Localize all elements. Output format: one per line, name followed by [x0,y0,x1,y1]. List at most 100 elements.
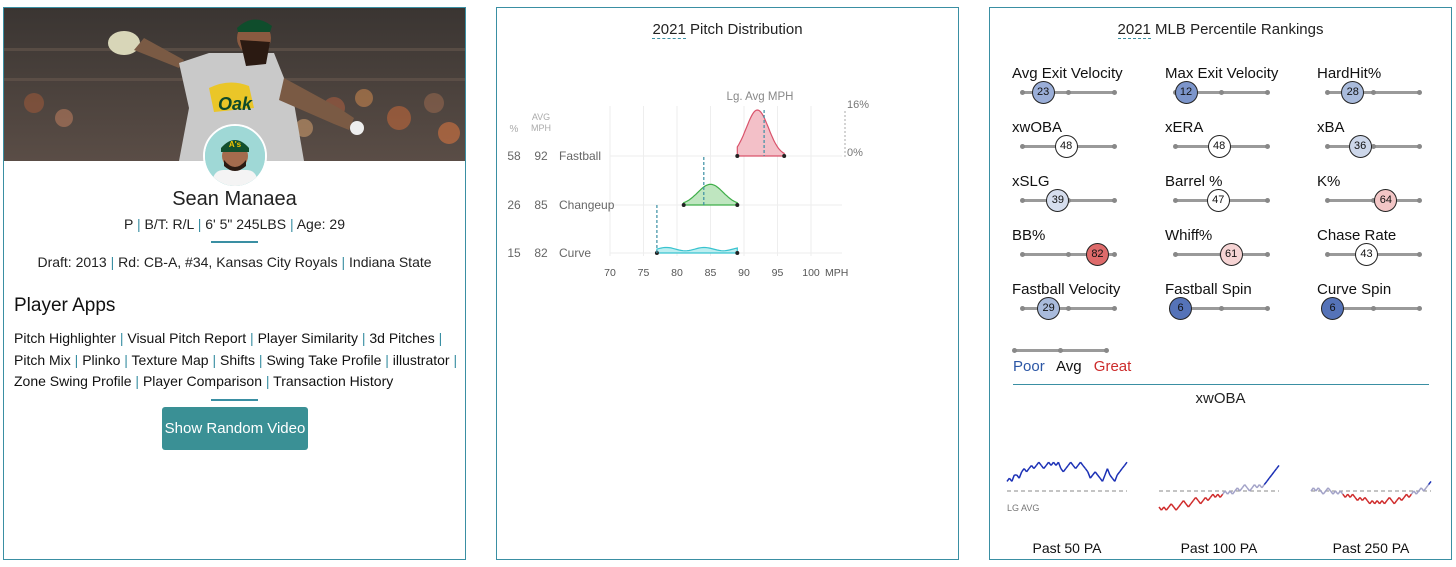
app-link-zone-swing-profile[interactable]: Zone Swing Profile [14,373,132,389]
app-link-illustrator[interactable]: illustrator [392,351,450,368]
percentile-metric[interactable]: xBA 36 [1317,119,1451,171]
percentile-metric[interactable]: BB% 82 [1012,227,1152,279]
metric-label: Avg Exit Velocity [1012,65,1123,82]
percentile-legend: Poor Avg Great [1013,358,1139,375]
percentile-metric[interactable]: Fastball Spin 6 [1165,281,1305,333]
x-tick-label: 70 [604,267,616,279]
season-year-selector[interactable]: 2021 [1117,21,1151,39]
svg-text:Oak: Oak [218,94,253,114]
draft-school: Indiana State [349,254,432,270]
app-link-swing-take-profile[interactable]: Swing Take Profile [266,351,382,368]
app-link-pitch-highlighter[interactable]: Pitch Highlighter [14,330,116,346]
app-link-player-comparison[interactable]: Player Comparison [142,373,262,389]
percentile-metric[interactable]: Whiff% 61 [1165,227,1305,279]
xwoba-line-segment [1393,500,1398,505]
xwoba-line-segment [1116,471,1121,476]
xwoba-line-segment [1364,496,1368,502]
separator: | [357,330,370,346]
percentile-bubble: 43 [1355,243,1379,266]
season-year-selector[interactable]: 2021 [652,21,686,39]
metric-label: Whiff% [1165,227,1213,244]
x-tick-label: 75 [638,267,650,279]
col-header-avg: AVG [532,112,550,122]
density-max-label: 16% [847,99,869,111]
xwoba-line-segment [1425,484,1430,489]
xwoba-line-segment [1195,496,1199,502]
percentile-metric[interactable]: xERA 48 [1165,119,1305,171]
xwoba-line-segment [1207,496,1211,502]
percentile-bubble: 64 [1374,189,1398,212]
separator: | [110,254,115,270]
percentile-metric[interactable]: Max Exit Velocity 12 [1165,65,1305,117]
legend-avg: Avg [1056,358,1082,375]
percentile-metric[interactable]: xwOBA 48 [1012,119,1152,171]
percentile-metric[interactable]: Barrel % 47 [1165,173,1305,225]
percentile-bubble: 39 [1046,189,1070,212]
xwoba-line-segment [1273,468,1278,473]
pitch-distribution-panel: 2021 Pitch Distribution 70 75 80 85 90 95 100 M… [496,7,959,560]
track-dot [1417,144,1422,149]
metric-label: xERA [1165,119,1204,136]
show-random-video-button[interactable]: Show Random Video [162,407,308,450]
track-dot [1112,198,1117,203]
xwoba-line-segment [1170,503,1175,508]
track-dot [1020,144,1025,149]
xwoba-line-segment [1388,496,1393,502]
app-link-pitch-mix[interactable]: Pitch Mix [14,351,71,368]
percentile-metric[interactable]: Curve Spin 6 [1317,281,1451,333]
curve-endpoint [735,203,740,207]
xwoba-rolling-charts: LG AVG [1006,461,1432,513]
separator: | [131,373,143,389]
app-link-transaction-history[interactable]: Transaction History [273,373,394,389]
xwoba-line-segment [1082,464,1086,470]
separator: | [449,351,458,368]
track-dot [1020,90,1025,95]
metric-label: Max Exit Velocity [1165,65,1279,82]
app-link-visual-pitch-report[interactable]: Visual Pitch Report [127,330,247,346]
track-dot [1265,144,1270,149]
app-link-3d-pitches[interactable]: 3d Pitches [369,330,435,346]
percentile-metric[interactable]: K% 64 [1317,173,1451,225]
app-link-plinko[interactable]: Plinko [82,351,121,368]
app-link-texture-map[interactable]: Texture Map [131,351,209,368]
percentile-metric[interactable]: Avg Exit Velocity 23 [1012,65,1152,117]
xwoba-line-segment [1231,490,1236,495]
x-tick-label: 100 [802,267,820,279]
app-link-shifts[interactable]: Shifts [220,351,256,368]
percentile-metric[interactable]: HardHit% 28 [1317,65,1451,117]
pitch-avg-mph: 92 [534,149,548,163]
track-dot [1112,144,1117,149]
app-link-player-similarity[interactable]: Player Similarity [257,330,358,346]
track-dot [1112,306,1117,311]
percentile-metric[interactable]: Fastball Velocity 29 [1012,281,1152,333]
xwoba-line-segment [1263,480,1268,486]
xwoba-line-segment [1094,471,1099,476]
xwoba-line-segment [1104,468,1109,476]
density-zero-label: 0% [847,147,863,159]
separator: | [381,351,393,368]
xwoba-line-segment [1011,474,1016,482]
track-dot [1371,90,1376,95]
xwoba-line-segment [1244,484,1248,489]
track-dot [1371,306,1376,311]
percentile-metric[interactable]: xSLG 39 [1012,173,1152,225]
curve-endpoint [735,154,740,158]
track-dot [1173,198,1178,203]
track-dot [1325,198,1330,203]
track-dot [1417,90,1422,95]
metric-label: xBA [1317,119,1345,136]
track-dot [1173,144,1178,149]
pitch-density-curve [656,246,738,254]
xwoba-line-segment [1097,474,1101,479]
separator: | [115,330,128,346]
xwoba-line-segment [1352,493,1356,498]
track-dot [1325,144,1330,149]
percentile-bubble: 48 [1054,135,1078,158]
pitch-usage-pct: 58 [507,149,521,163]
pitch-type-name: Curve [559,246,591,260]
percentile-metric[interactable]: Chase Rate 43 [1317,227,1451,279]
xwoba-line-segment [1423,487,1427,492]
xwoba-line-segment [1101,474,1106,482]
legend-poor: Poor [1013,358,1045,375]
track-dot [1066,90,1071,95]
